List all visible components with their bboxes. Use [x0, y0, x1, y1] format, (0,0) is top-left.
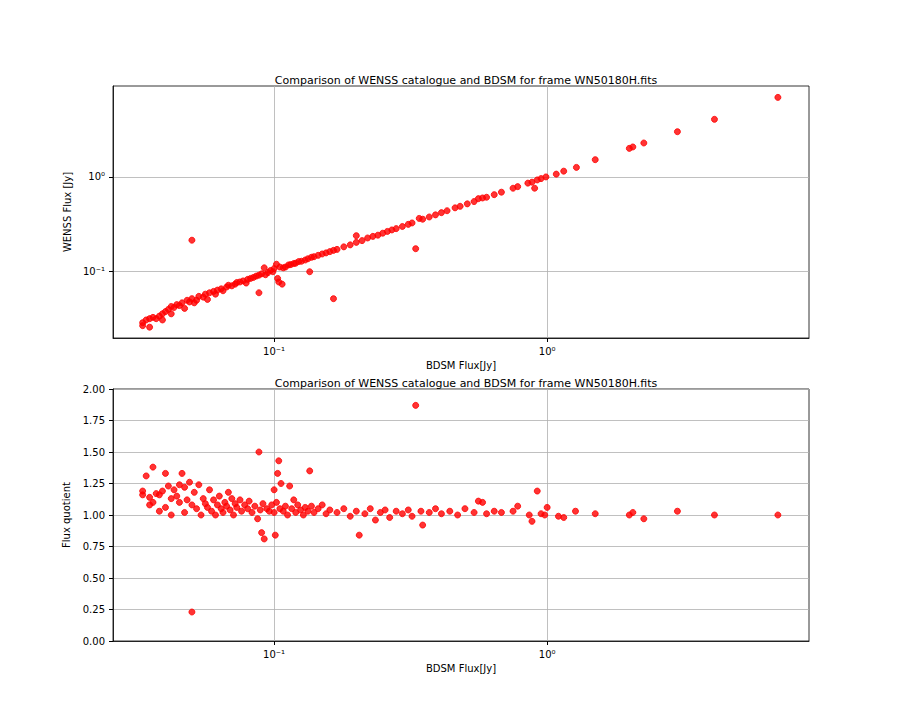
svg-text:BDSM Flux[Jy]: BDSM Flux[Jy]: [426, 663, 496, 674]
svg-text:WENSS Flux [Jy]: WENSS Flux [Jy]: [62, 172, 73, 252]
svg-text:BDSM Flux[Jy]: BDSM Flux[Jy]: [426, 360, 496, 371]
svg-text:10⁰: 10⁰: [539, 346, 556, 357]
svg-text:10⁰: 10⁰: [539, 649, 556, 660]
svg-text:10⁰: 10⁰: [88, 171, 105, 182]
svg-text:0.50: 0.50: [83, 573, 105, 584]
svg-text:10⁻¹: 10⁻¹: [83, 266, 105, 277]
svg-text:10⁻¹: 10⁻¹: [263, 346, 285, 357]
svg-text:0.00: 0.00: [83, 636, 105, 647]
svg-text:1.50: 1.50: [83, 447, 105, 458]
svg-text:2.00: 2.00: [83, 384, 105, 395]
svg-text:1.75: 1.75: [83, 415, 105, 426]
svg-text:Flux quotient: Flux quotient: [61, 482, 72, 548]
svg-text:1.25: 1.25: [83, 478, 105, 489]
svg-text:Comparison of WENSS catalogue: Comparison of WENSS catalogue and BDSM f…: [275, 74, 658, 87]
svg-text:0.25: 0.25: [83, 604, 105, 615]
svg-text:10⁻¹: 10⁻¹: [263, 649, 285, 660]
svg-text:0.75: 0.75: [83, 541, 105, 552]
svg-text:1.00: 1.00: [83, 510, 105, 521]
svg-text:Comparison of WENSS catalogue: Comparison of WENSS catalogue and BDSM f…: [275, 377, 658, 390]
